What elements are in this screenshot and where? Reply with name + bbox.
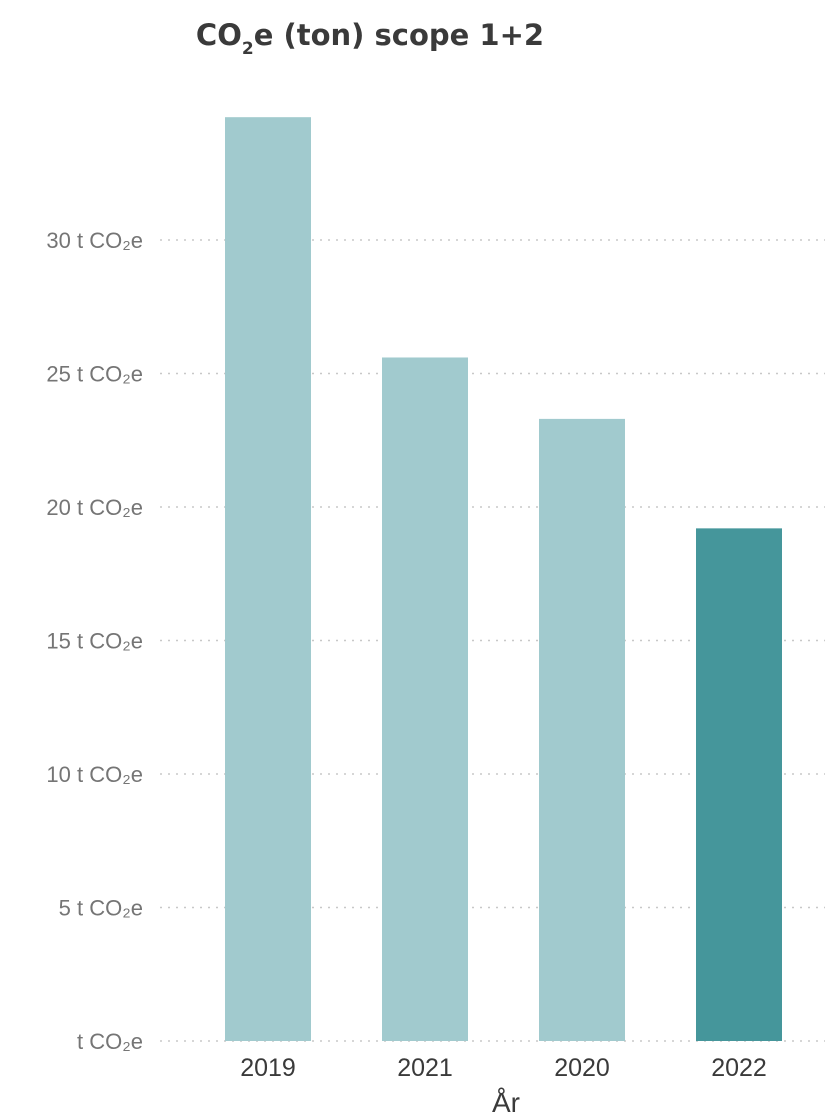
chart-title-suffix: e (ton) scope 1+2 — [253, 18, 545, 52]
y-tick-label: 25 t CO₂e — [46, 362, 143, 387]
x-axis-ticks: 2019 2021 2020 2022 — [240, 1054, 767, 1082]
bars — [225, 117, 782, 1042]
bar-2022 — [696, 528, 782, 1041]
x-tick-label: 2020 — [554, 1054, 610, 1082]
y-tick-label: t CO₂e — [77, 1029, 143, 1054]
x-tick-label: 2019 — [240, 1054, 296, 1082]
chart-title-subscript: 2 — [241, 39, 254, 59]
bar-2019 — [225, 117, 311, 1042]
bar-2020 — [539, 418, 625, 1041]
bar-2021 — [382, 357, 468, 1042]
y-tick-label: 10 t CO₂e — [46, 762, 143, 787]
x-tick-label: 2022 — [711, 1054, 767, 1082]
chart-title: CO2e (ton) scope 1+2 — [0, 18, 740, 59]
chart-title-prefix: CO — [195, 18, 242, 52]
y-tick-label: 5 t CO₂e — [59, 896, 143, 921]
x-axis-title: År — [492, 1087, 520, 1115]
y-axis-ticks: t CO₂e 5 t CO₂e 10 t CO₂e 15 t CO₂e 20 t CO₂… — [46, 228, 143, 1054]
y-tick-label: 30 t CO₂e — [46, 228, 143, 253]
x-tick-label: 2021 — [397, 1054, 453, 1082]
y-tick-label: 15 t CO₂e — [46, 629, 143, 654]
y-tick-label: 20 t CO₂e — [46, 495, 143, 520]
